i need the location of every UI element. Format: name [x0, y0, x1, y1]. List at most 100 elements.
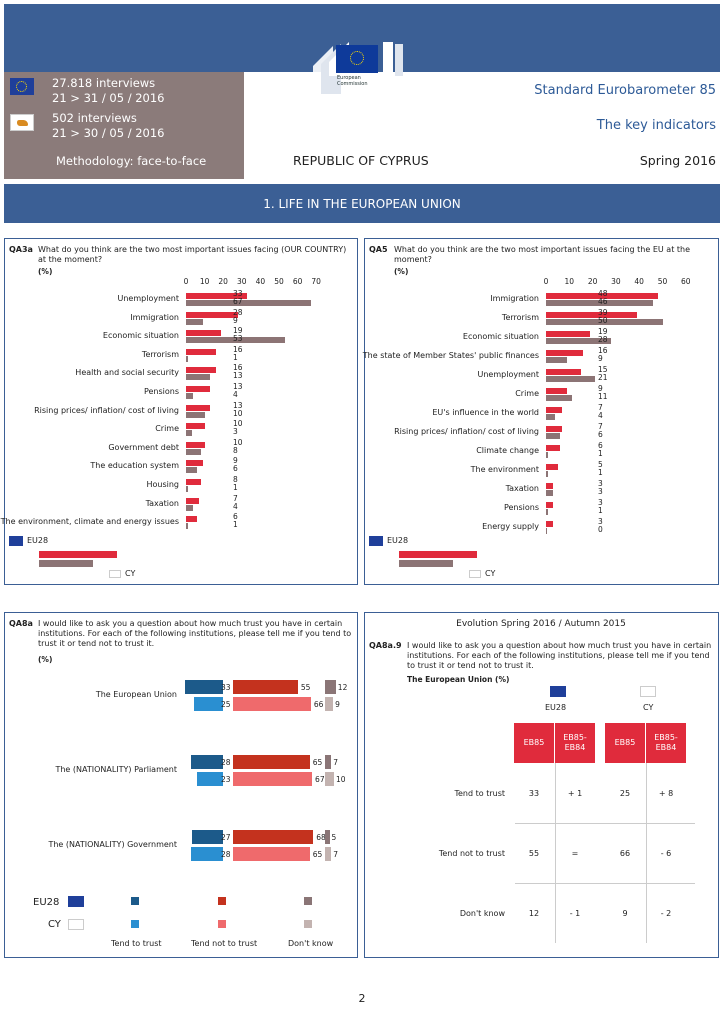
category-label: Crime [155, 424, 179, 434]
trust-bar [194, 697, 223, 711]
x-tick-label: 30 [237, 277, 247, 286]
category-label: Taxation [505, 484, 539, 493]
qa5-legend-cy: CY [485, 569, 496, 578]
table-header-cell: EB85- EB84 [646, 723, 686, 763]
qa8a-unit: (%) [38, 655, 53, 664]
x-tick-label: 10 [564, 277, 575, 286]
value-cy: 67 [233, 297, 243, 306]
bar-cy [546, 338, 612, 344]
bar-eu28 [546, 502, 553, 508]
category-label: Pensions [143, 387, 179, 396]
value-cy: 50 [598, 316, 608, 325]
trust-bar [191, 830, 223, 844]
evolution-code: QA8a.9 [369, 641, 402, 650]
bar-eu28 [546, 293, 658, 299]
not-trust-value: 68 [316, 833, 326, 842]
bar-cy [186, 523, 188, 530]
legend-trust: Tend to trust [111, 939, 162, 948]
not-trust-bar [233, 847, 310, 861]
value-cy: 9 [598, 354, 603, 363]
legend-eu-not-swatch [218, 897, 226, 905]
value-cy: 28 [598, 335, 608, 344]
value-eu28: 7 [598, 422, 603, 431]
x-tick-label: 60 [292, 277, 303, 286]
value-cy: 3 [233, 427, 238, 437]
bar-eu28 [186, 497, 200, 504]
evo-col-cy: CY [643, 703, 654, 712]
cy-interviews: 502 interviews [52, 111, 137, 125]
table-header-cell: EB85 [514, 723, 554, 763]
qa5-question: What do you think are the two most impor… [394, 245, 690, 264]
logo-text-1: European [337, 75, 361, 81]
bar-eu28 [546, 483, 553, 489]
evolution-subject: The European Union (%) [407, 675, 510, 684]
cy-flag-icon [10, 114, 34, 131]
bar-eu28 [186, 423, 205, 430]
eu-flag-icon [9, 536, 23, 546]
x-tick-label: 20 [587, 277, 598, 286]
logo-text-2: Commission [337, 81, 368, 87]
category-label: Pensions [503, 503, 539, 512]
x-tick-label: 20 [218, 277, 228, 286]
category-label: Rising prices/ inflation/ cost of living [394, 427, 539, 436]
value-eu28: 3 [598, 517, 603, 526]
bar-eu28 [546, 369, 581, 375]
x-tick-label: 10 [199, 277, 210, 286]
table-cell: + 1 [567, 789, 583, 798]
value-eu28: 19 [233, 326, 243, 336]
bar-eu28 [186, 441, 205, 448]
not-trust-bar [233, 830, 314, 844]
bar-cy [546, 300, 654, 306]
qa3a-panel: QA3a What do you think are the two most … [0, 238, 358, 585]
category-label: The environment, climate and energy issu… [0, 517, 179, 527]
column-divider [555, 763, 556, 943]
category-label: Economic situation [462, 332, 539, 341]
eu-interviews: 27.818 interviews [52, 76, 156, 90]
bar-cy [546, 490, 553, 496]
qa5-unit: (%) [394, 267, 409, 276]
trust-bar [190, 847, 223, 861]
category-label: Rising prices/ inflation/ cost of living [34, 405, 179, 415]
row-label: Don't know [459, 909, 505, 918]
bar-cy [546, 414, 556, 420]
qa8a-panel: QA8a I would like to ask you a question … [4, 612, 358, 958]
cy-dates: 21 > 30 / 05 / 2016 [52, 126, 165, 140]
cy-flag-icon [68, 919, 84, 930]
eu-flag-logo [336, 45, 378, 73]
bar-cy [186, 411, 205, 418]
bar-eu28 [546, 521, 553, 527]
value-cy: 6 [598, 430, 603, 439]
qa3a-question: What do you think are the two most impor… [38, 245, 347, 264]
eu-flag-icon [369, 536, 383, 546]
value-eu28: 19 [598, 327, 608, 336]
category-label: Energy supply [482, 522, 539, 531]
value-cy: 6 [233, 464, 238, 474]
bar-cy [186, 430, 192, 437]
value-eu28: 3 [598, 498, 603, 507]
dont-know-bar [325, 772, 334, 786]
bar-cy [546, 471, 549, 477]
table-header-cell: EB85 [605, 723, 645, 763]
legend-cy-trust-swatch [131, 920, 139, 928]
value-eu28: 13 [233, 400, 243, 410]
qa5-code: QA5 [369, 245, 388, 254]
eu-flag-icon [550, 686, 566, 697]
bar-cy [546, 433, 560, 439]
category-label: Crime [515, 389, 539, 398]
value-eu28: 9 [233, 456, 238, 466]
value-eu28: 15 [598, 365, 608, 374]
eu-flag-icon [68, 896, 84, 907]
bar-eu28 [546, 388, 567, 394]
bar-cy [546, 319, 663, 325]
trust-bar [185, 680, 223, 694]
category-label: Climate change [476, 446, 539, 455]
institution-label: The (NATIONALITY) Government [48, 840, 177, 849]
institution-label: The (NATIONALITY) Parliament [55, 765, 177, 774]
value-eu28: 48 [598, 289, 608, 298]
qa3a-unit: (%) [38, 267, 53, 276]
value-eu28: 33 [233, 289, 243, 298]
value-eu28: 7 [598, 403, 603, 412]
category-label: Government debt [108, 442, 179, 452]
legend-eu-dk-swatch [304, 897, 312, 905]
bar-cy [546, 509, 549, 515]
